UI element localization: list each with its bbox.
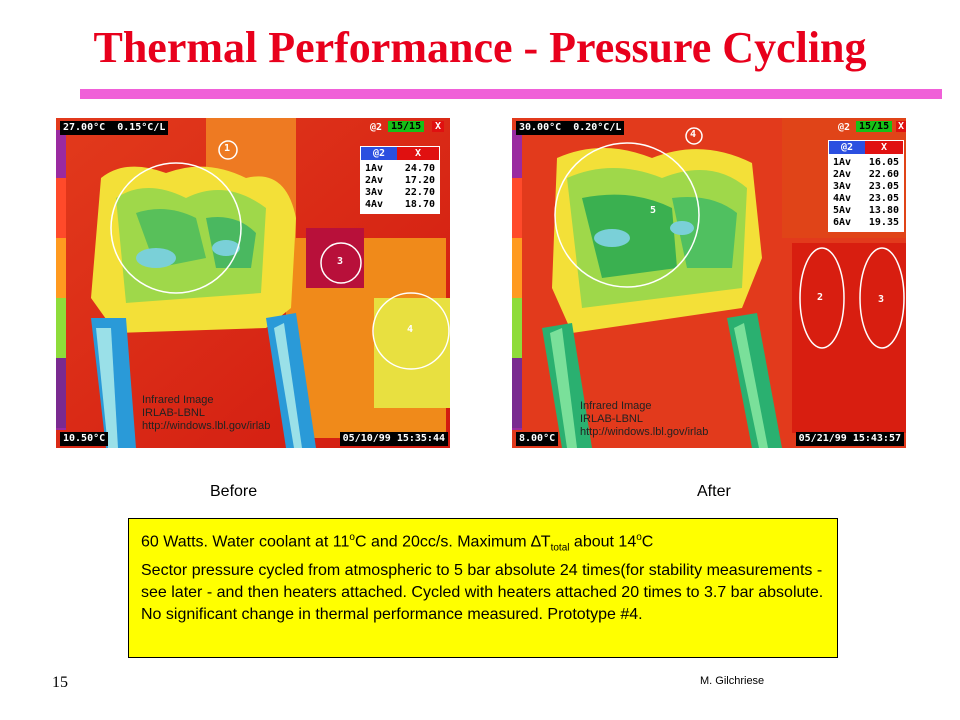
before-panel-close-icon[interactable]: X (397, 147, 439, 160)
after-marker-5: 5 (650, 205, 657, 216)
slide-title: Thermal Performance - Pressure Cycling (93, 23, 867, 72)
before-panel-id: @2 (361, 147, 397, 160)
page-number: 15 (52, 674, 68, 691)
before-timestamp: 05/10/99 15:35:44 (339, 432, 448, 446)
before-reading-row: 2Av 17.20 (365, 175, 435, 186)
after-reading-row: 4Av 23.05 (833, 193, 899, 204)
description-line1: 60 Watts. Water coolant at 11oC and 20cc… (141, 532, 654, 554)
before-watermark: Infrared Image IRLAB-LBNL http://windows… (142, 394, 271, 432)
before-thermal-image: 27.00°C 0.15°C/L 10.50°C 05/10/99 15:35:… (56, 118, 450, 448)
before-temp-low: 10.50°C (60, 432, 109, 446)
after-watermark: Infrared Image IRLAB-LBNL http://windows… (580, 400, 709, 438)
after-timestamp: 05/21/99 15:43:57 (795, 432, 904, 446)
after-close-icon[interactable]: X (896, 121, 906, 132)
after-reading-row: 5Av 13.80 (833, 205, 899, 216)
after-marker-2: 2 (817, 292, 824, 303)
before-readings-panel: @2 X 1Av 24.70 2Av 17.20 3Av 22.70 4Av 18.70 (360, 146, 440, 214)
before-temp-high: 27.00°C 0.15°C/L (60, 121, 169, 135)
after-marker-3: 3 (878, 294, 885, 305)
author-name: M. Gilchriese (700, 675, 765, 687)
before-reading-row: 1Av 24.70 (365, 163, 435, 174)
before-marker-3: 3 (337, 256, 344, 267)
after-temp-high: 30.00°C 0.20°C/L (516, 121, 625, 135)
after-thermal-image: 30.00°C 0.20°C/L 8.00°C 05/21/99 15:43:5… (512, 118, 906, 448)
before-close-icon[interactable]: X (432, 121, 445, 132)
after-counter: 15/15 (856, 121, 893, 132)
after-marker-at: @2 (838, 122, 851, 133)
after-readings-panel: @2 X 1Av 16.05 2Av 22.60 3Av 23.05 4Av 23.05… (828, 140, 904, 232)
after-reading-row: 3Av 23.05 (833, 181, 899, 192)
before-caption: Before (210, 483, 258, 500)
after-temp-low: 8.00°C (516, 432, 559, 446)
title-rule (80, 89, 942, 99)
after-panel-close-icon[interactable]: X (865, 141, 903, 154)
before-reading-row: 4Av 18.70 (365, 199, 435, 210)
before-marker-at: @2 (370, 122, 383, 133)
before-counter: 15/15 (388, 121, 425, 132)
after-marker-4: 4 (690, 129, 697, 140)
description-box: 60 Watts. Water coolant at 11oC and 20cc… (128, 518, 838, 658)
before-marker-1: 1 (224, 143, 231, 154)
after-caption: After (697, 483, 731, 500)
before-reading-row: 3Av 22.70 (365, 187, 435, 198)
after-reading-row: 1Av 16.05 (833, 157, 899, 168)
description-body: Sector pressure cycled from atmospheric … (141, 561, 824, 623)
after-reading-row: 6Av 19.35 (833, 217, 899, 228)
before-marker-4: 4 (407, 324, 414, 335)
after-panel-id: @2 (829, 141, 865, 154)
after-reading-row: 2Av 22.60 (833, 169, 899, 180)
